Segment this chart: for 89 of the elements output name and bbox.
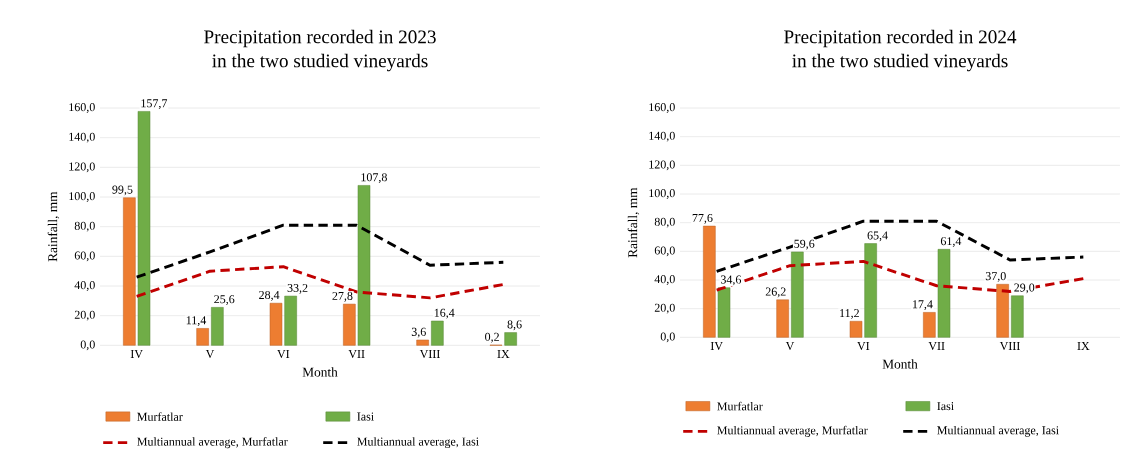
data-label: 25,6 bbox=[214, 295, 235, 305]
bar bbox=[284, 295, 297, 346]
x-tick-label: VII bbox=[928, 342, 945, 351]
data-label: 65,4 bbox=[867, 231, 888, 242]
y-tick-label: 60,0 bbox=[654, 246, 675, 257]
data-label: 26,2 bbox=[765, 287, 786, 298]
legend-label: Iasi bbox=[937, 402, 954, 411]
x-tick-label: IV bbox=[710, 342, 723, 351]
y-tick-label: 120,0 bbox=[649, 160, 675, 171]
bar bbox=[357, 185, 371, 346]
legend-label: Multiannual average, Iasi bbox=[937, 425, 1059, 437]
data-label: 33,2 bbox=[287, 283, 308, 294]
chart-title: Precipitation recorded in 2023 bbox=[204, 29, 436, 48]
x-tick-label: IX bbox=[1077, 342, 1090, 350]
data-label: 28,4 bbox=[259, 290, 280, 301]
bar bbox=[1011, 295, 1024, 338]
x-tick-label: VII bbox=[348, 350, 365, 359]
y-tick-label: 0,0 bbox=[660, 332, 675, 343]
bar bbox=[211, 307, 224, 346]
y-tick-label: 160,0 bbox=[649, 103, 675, 113]
bar bbox=[269, 302, 283, 346]
y-tick-label: 100,0 bbox=[649, 189, 675, 199]
chart-subtitle: in the two studied vineyards bbox=[212, 53, 428, 72]
data-label: 29,0 bbox=[1014, 283, 1035, 294]
y-tick-label: 60,0 bbox=[74, 251, 95, 262]
x-axis-title: Month bbox=[882, 359, 918, 369]
data-label: 77,6 bbox=[692, 213, 713, 224]
data-label: 3,6 bbox=[411, 327, 426, 338]
data-label: 0,2 bbox=[485, 332, 499, 343]
bar bbox=[923, 312, 936, 338]
line-series bbox=[135, 223, 505, 279]
legend-label: Multiannual average, Murfatlar bbox=[137, 437, 288, 449]
y-tick-label: 40,0 bbox=[74, 281, 95, 291]
x-tick-label: IX bbox=[497, 350, 510, 358]
y-tick-label: 100,0 bbox=[69, 192, 95, 202]
legend-label: Multiannual average, Murfatlar bbox=[717, 425, 868, 437]
y-tick-label: 80,0 bbox=[654, 217, 675, 228]
bar bbox=[504, 332, 517, 346]
y-tick-label: 120,0 bbox=[69, 162, 95, 173]
bar bbox=[864, 243, 877, 338]
data-label: 34,6 bbox=[720, 275, 742, 286]
data-label: 61,4 bbox=[940, 237, 962, 247]
x-tick-label: VI bbox=[857, 342, 870, 351]
y-tick-label: 80,0 bbox=[74, 221, 95, 232]
data-label: 99,5 bbox=[112, 185, 133, 196]
bar bbox=[776, 299, 789, 338]
y-tick-label: 20,0 bbox=[74, 310, 95, 321]
y-tick-label: 140,0 bbox=[649, 131, 675, 142]
bar bbox=[343, 303, 356, 346]
bar bbox=[196, 328, 209, 346]
y-tick-label: 0,0 bbox=[80, 340, 95, 351]
data-label: 17,4 bbox=[912, 300, 933, 310]
x-tick-label: VIII bbox=[419, 350, 440, 359]
bar bbox=[996, 284, 1009, 338]
data-label: 8,6 bbox=[507, 320, 522, 331]
legend-label: Murfatlar bbox=[137, 412, 183, 421]
bar bbox=[123, 197, 136, 346]
bar bbox=[791, 251, 804, 338]
chart-subtitle: in the two studied vineyards bbox=[792, 53, 1008, 72]
x-tick-label: VIII bbox=[999, 342, 1020, 351]
legend-label: Multiannual average, Iasi bbox=[357, 437, 479, 449]
chart-title: Precipitation recorded in 2024 bbox=[784, 29, 1017, 48]
x-tick-label: VI bbox=[277, 350, 290, 359]
data-label: 11,4 bbox=[186, 316, 207, 327]
data-label: 11,2 bbox=[840, 309, 859, 319]
y-axis-title: Rainfall, mm bbox=[47, 191, 60, 262]
y-axis-title: Rainfall, mm bbox=[627, 187, 640, 258]
legend-label: Murfatlar bbox=[717, 401, 763, 411]
data-label: 107,8 bbox=[361, 173, 387, 184]
bar bbox=[703, 225, 716, 338]
bar bbox=[416, 339, 429, 346]
y-tick-label: 160,0 bbox=[69, 103, 95, 113]
data-label: 27,8 bbox=[332, 291, 353, 302]
y-tick-label: 20,0 bbox=[654, 303, 675, 314]
x-axis-title: Month bbox=[302, 367, 338, 377]
x-tick-label: V bbox=[205, 350, 215, 359]
x-tick-label: V bbox=[785, 342, 795, 351]
y-tick-label: 140,0 bbox=[69, 132, 95, 143]
data-label: 157,7 bbox=[141, 99, 168, 110]
x-tick-label: IV bbox=[130, 350, 143, 359]
bar bbox=[937, 249, 951, 338]
data-label: 59,6 bbox=[794, 239, 815, 250]
y-tick-label: 40,0 bbox=[654, 275, 675, 285]
data-label: 16,4 bbox=[434, 308, 455, 319]
bar bbox=[849, 321, 863, 338]
legend-label: Iasi bbox=[357, 412, 374, 421]
line-series bbox=[715, 219, 1085, 273]
bar bbox=[431, 320, 444, 346]
data-label: 37,0 bbox=[985, 272, 1006, 282]
